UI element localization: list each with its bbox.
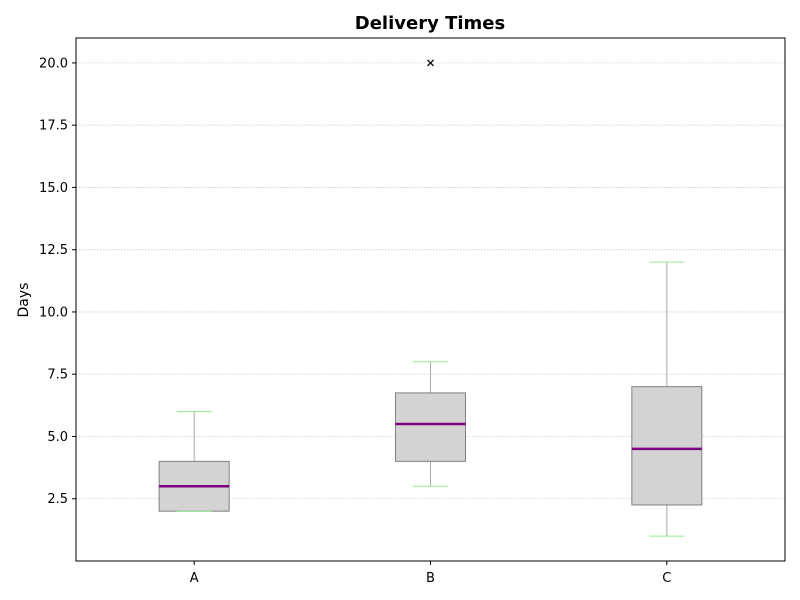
y-tick-label: 2.5: [47, 492, 68, 507]
chart-title: Delivery Times: [355, 13, 505, 34]
outlier-marker: [427, 59, 434, 67]
axis-ticks: 2.5 5.0 7.5 10.0 12.5 15.0 17.5 20.0 A B C: [39, 56, 671, 586]
outlier-stroke: [427, 59, 434, 67]
x-tick-label: B: [426, 571, 435, 586]
x-tick-label: A: [190, 571, 199, 586]
y-tick-label: 10.0: [39, 305, 68, 320]
iqr-box: [395, 392, 466, 462]
y-axis-label: Days: [16, 283, 32, 318]
plot-area-frame: [75, 37, 786, 562]
y-tick-label: 20.0: [39, 56, 68, 71]
x-tick-label: C: [662, 571, 671, 586]
y-tick-label: 15.0: [39, 181, 68, 196]
box-B: [395, 59, 466, 487]
y-tick-label: 12.5: [39, 243, 68, 258]
y-tick-label: 7.5: [47, 368, 68, 383]
box-series: [158, 59, 703, 537]
iqr-box: [631, 386, 703, 506]
y-tick-label: 5.0: [47, 430, 68, 445]
box-A: [158, 411, 230, 512]
y-tick-label: 17.5: [39, 119, 68, 134]
box-C: [631, 261, 703, 537]
